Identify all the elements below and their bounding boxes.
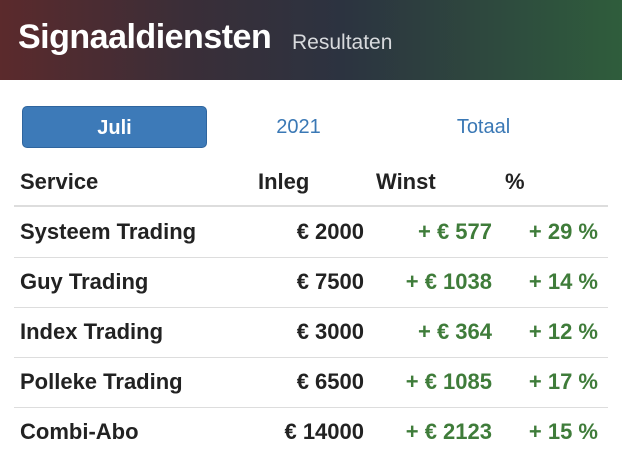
service-name: Guy Trading — [20, 269, 149, 294]
value-cell: + € 364 — [417, 319, 492, 344]
value-cell: + 29 % — [528, 219, 598, 244]
column-header: Winst — [376, 169, 436, 194]
service-name: Systeem Trading — [20, 219, 197, 244]
value-cell: € 14000 — [284, 419, 364, 444]
tab[interactable]: Totaal — [456, 116, 511, 138]
service-name: Combi-Abo — [20, 419, 139, 444]
row-rule — [14, 357, 608, 358]
tab[interactable]: 2021 — [276, 116, 321, 138]
service-name: Polleke Trading — [20, 369, 183, 394]
row-rule — [14, 407, 608, 408]
subtitle: Resultaten — [292, 31, 393, 54]
tab[interactable]: Juli — [22, 106, 207, 148]
service-name: Index Trading — [20, 319, 164, 344]
row-rule — [14, 257, 608, 258]
value-cell: + 15 % — [528, 419, 598, 444]
value-cell: + € 1038 — [405, 269, 492, 294]
value-cell: € 2000 — [296, 219, 364, 244]
value-cell: + € 577 — [417, 219, 492, 244]
header: Signaaldiensten Resultaten — [0, 0, 622, 80]
value-cell: € 3000 — [296, 319, 364, 344]
value-cell: + € 1085 — [405, 369, 492, 394]
header-rule — [14, 205, 608, 207]
column-header: Service — [20, 169, 99, 194]
column-header: Inleg — [258, 169, 310, 194]
row-rule — [14, 307, 608, 308]
column-header: % — [505, 169, 525, 194]
value-cell: + 17 % — [528, 369, 598, 394]
value-cell: + 14 % — [528, 269, 598, 294]
title: Signaaldiensten — [18, 18, 272, 56]
value-cell: + € 2123 — [405, 419, 492, 444]
value-cell: € 7500 — [296, 269, 364, 294]
value-cell: € 6500 — [296, 369, 364, 394]
value-cell: + 12 % — [528, 319, 598, 344]
